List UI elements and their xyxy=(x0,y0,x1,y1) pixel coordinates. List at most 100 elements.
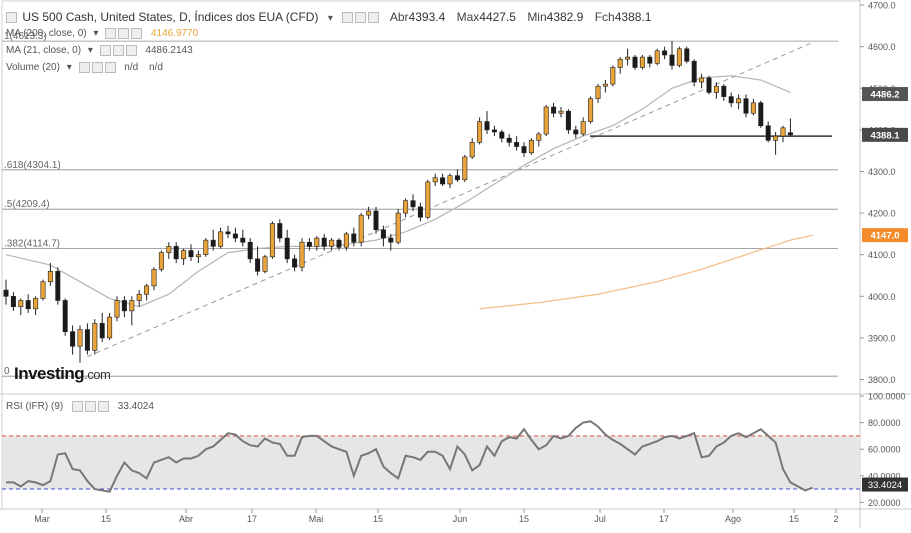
close-icon[interactable] xyxy=(368,12,380,24)
hide-icon[interactable] xyxy=(91,62,103,73)
candle xyxy=(514,136,520,151)
candle-body-down xyxy=(284,237,290,260)
candle-body-up xyxy=(218,231,224,247)
price-tick-label: 3900.0 xyxy=(868,333,896,343)
ma200-legend[interactable]: MA (200, close, 0) ▾ 4146.9770 xyxy=(6,28,198,39)
settings-icon[interactable] xyxy=(72,401,83,412)
candle xyxy=(595,84,601,103)
candle-body-up xyxy=(477,121,483,143)
candle xyxy=(462,154,468,182)
candle xyxy=(18,298,24,316)
instrument-title: US 500 Cash, United States, D, Índices d… xyxy=(22,10,319,24)
chevron-down-icon[interactable]: ▾ xyxy=(87,45,93,57)
hide-icon[interactable] xyxy=(112,45,124,56)
candle-body-up xyxy=(144,285,150,295)
hide-icon[interactable] xyxy=(85,401,96,412)
candle-body-up xyxy=(114,300,120,318)
candle-body-up xyxy=(403,200,409,214)
candle xyxy=(121,296,127,318)
time-tick-label: Mai xyxy=(309,514,324,524)
chevron-down-icon[interactable]: ▾ xyxy=(66,62,72,74)
close-icon[interactable] xyxy=(125,45,137,56)
candle xyxy=(787,118,793,138)
candle-body-up xyxy=(33,298,39,310)
candle xyxy=(432,173,438,187)
close-icon[interactable] xyxy=(98,401,109,412)
candle xyxy=(395,208,401,245)
candle xyxy=(55,267,61,305)
candle xyxy=(765,121,771,143)
candle xyxy=(706,75,712,95)
candle-body-up xyxy=(343,233,349,248)
close-icon[interactable] xyxy=(131,28,143,39)
rsi-legend[interactable]: RSI (IFR) (9) 33.4024 xyxy=(6,401,154,412)
candle xyxy=(269,221,275,259)
ma21-badge-text: 4486.2 xyxy=(870,90,899,101)
settings-icon[interactable] xyxy=(78,62,90,73)
candle-body-up xyxy=(595,85,601,99)
candle xyxy=(543,104,549,137)
candle-body-down xyxy=(743,98,749,114)
candle xyxy=(33,296,39,316)
collapse-toggle[interactable] xyxy=(6,12,17,24)
candle xyxy=(506,134,512,147)
volume-legend[interactable]: Volume (20) ▾ n/d n/d xyxy=(6,62,163,73)
candle xyxy=(210,229,216,251)
fib-label: 1(4613.3) xyxy=(4,31,47,42)
candle-body-up xyxy=(358,214,364,243)
candle xyxy=(632,55,638,70)
candle xyxy=(329,238,335,251)
candle xyxy=(736,94,742,110)
candle xyxy=(92,319,98,355)
candle-body-down xyxy=(410,200,416,208)
candle-body-up xyxy=(129,300,135,312)
candle xyxy=(713,82,719,99)
candle xyxy=(551,102,557,118)
trendline xyxy=(87,42,813,358)
chevron-down-icon[interactable]: ▾ xyxy=(327,13,333,24)
close-icon[interactable] xyxy=(104,62,116,73)
time-tick-label: 15 xyxy=(519,514,529,524)
candle-body-up xyxy=(166,246,172,253)
candle xyxy=(721,84,727,101)
settings-icon[interactable] xyxy=(105,28,117,39)
hide-icon[interactable] xyxy=(118,28,130,39)
investing-logo: Investing.com xyxy=(14,364,111,384)
candle-body-up xyxy=(314,237,320,247)
rsi-badge-bg xyxy=(862,477,908,492)
candle xyxy=(573,125,579,139)
candle xyxy=(10,292,16,311)
candle xyxy=(240,229,246,247)
candle-body-down xyxy=(787,132,793,136)
candle xyxy=(469,138,475,160)
candle xyxy=(292,254,298,272)
time-tick-label: 15 xyxy=(373,514,383,524)
hide-icon[interactable] xyxy=(355,12,367,24)
candle-body-up xyxy=(107,316,113,339)
high-value: 4427.5 xyxy=(479,10,516,24)
chevron-down-icon[interactable]: ▾ xyxy=(93,28,99,40)
settings-icon[interactable] xyxy=(342,12,354,24)
candle xyxy=(528,138,534,155)
candle-body-up xyxy=(736,98,742,104)
settings-icon[interactable] xyxy=(99,45,111,56)
candle-body-down xyxy=(721,85,727,97)
candle xyxy=(602,79,608,93)
candle-body-up xyxy=(543,106,549,135)
candle xyxy=(70,325,76,355)
candle-body-up xyxy=(425,181,431,218)
candle-body-down xyxy=(188,250,194,258)
candle xyxy=(321,233,327,251)
ma21-legend[interactable]: MA (21, close, 0) ▾ 4486.2143 xyxy=(6,45,193,56)
candle-body-down xyxy=(240,237,246,243)
candle-body-down xyxy=(70,331,76,347)
candle xyxy=(743,94,749,118)
low-label: Min xyxy=(527,10,547,24)
volume-label: Volume (20) xyxy=(6,62,60,74)
candle xyxy=(454,169,460,182)
candle xyxy=(639,55,645,70)
candle xyxy=(380,225,386,247)
candle xyxy=(440,173,446,187)
ma200-line xyxy=(479,234,813,310)
